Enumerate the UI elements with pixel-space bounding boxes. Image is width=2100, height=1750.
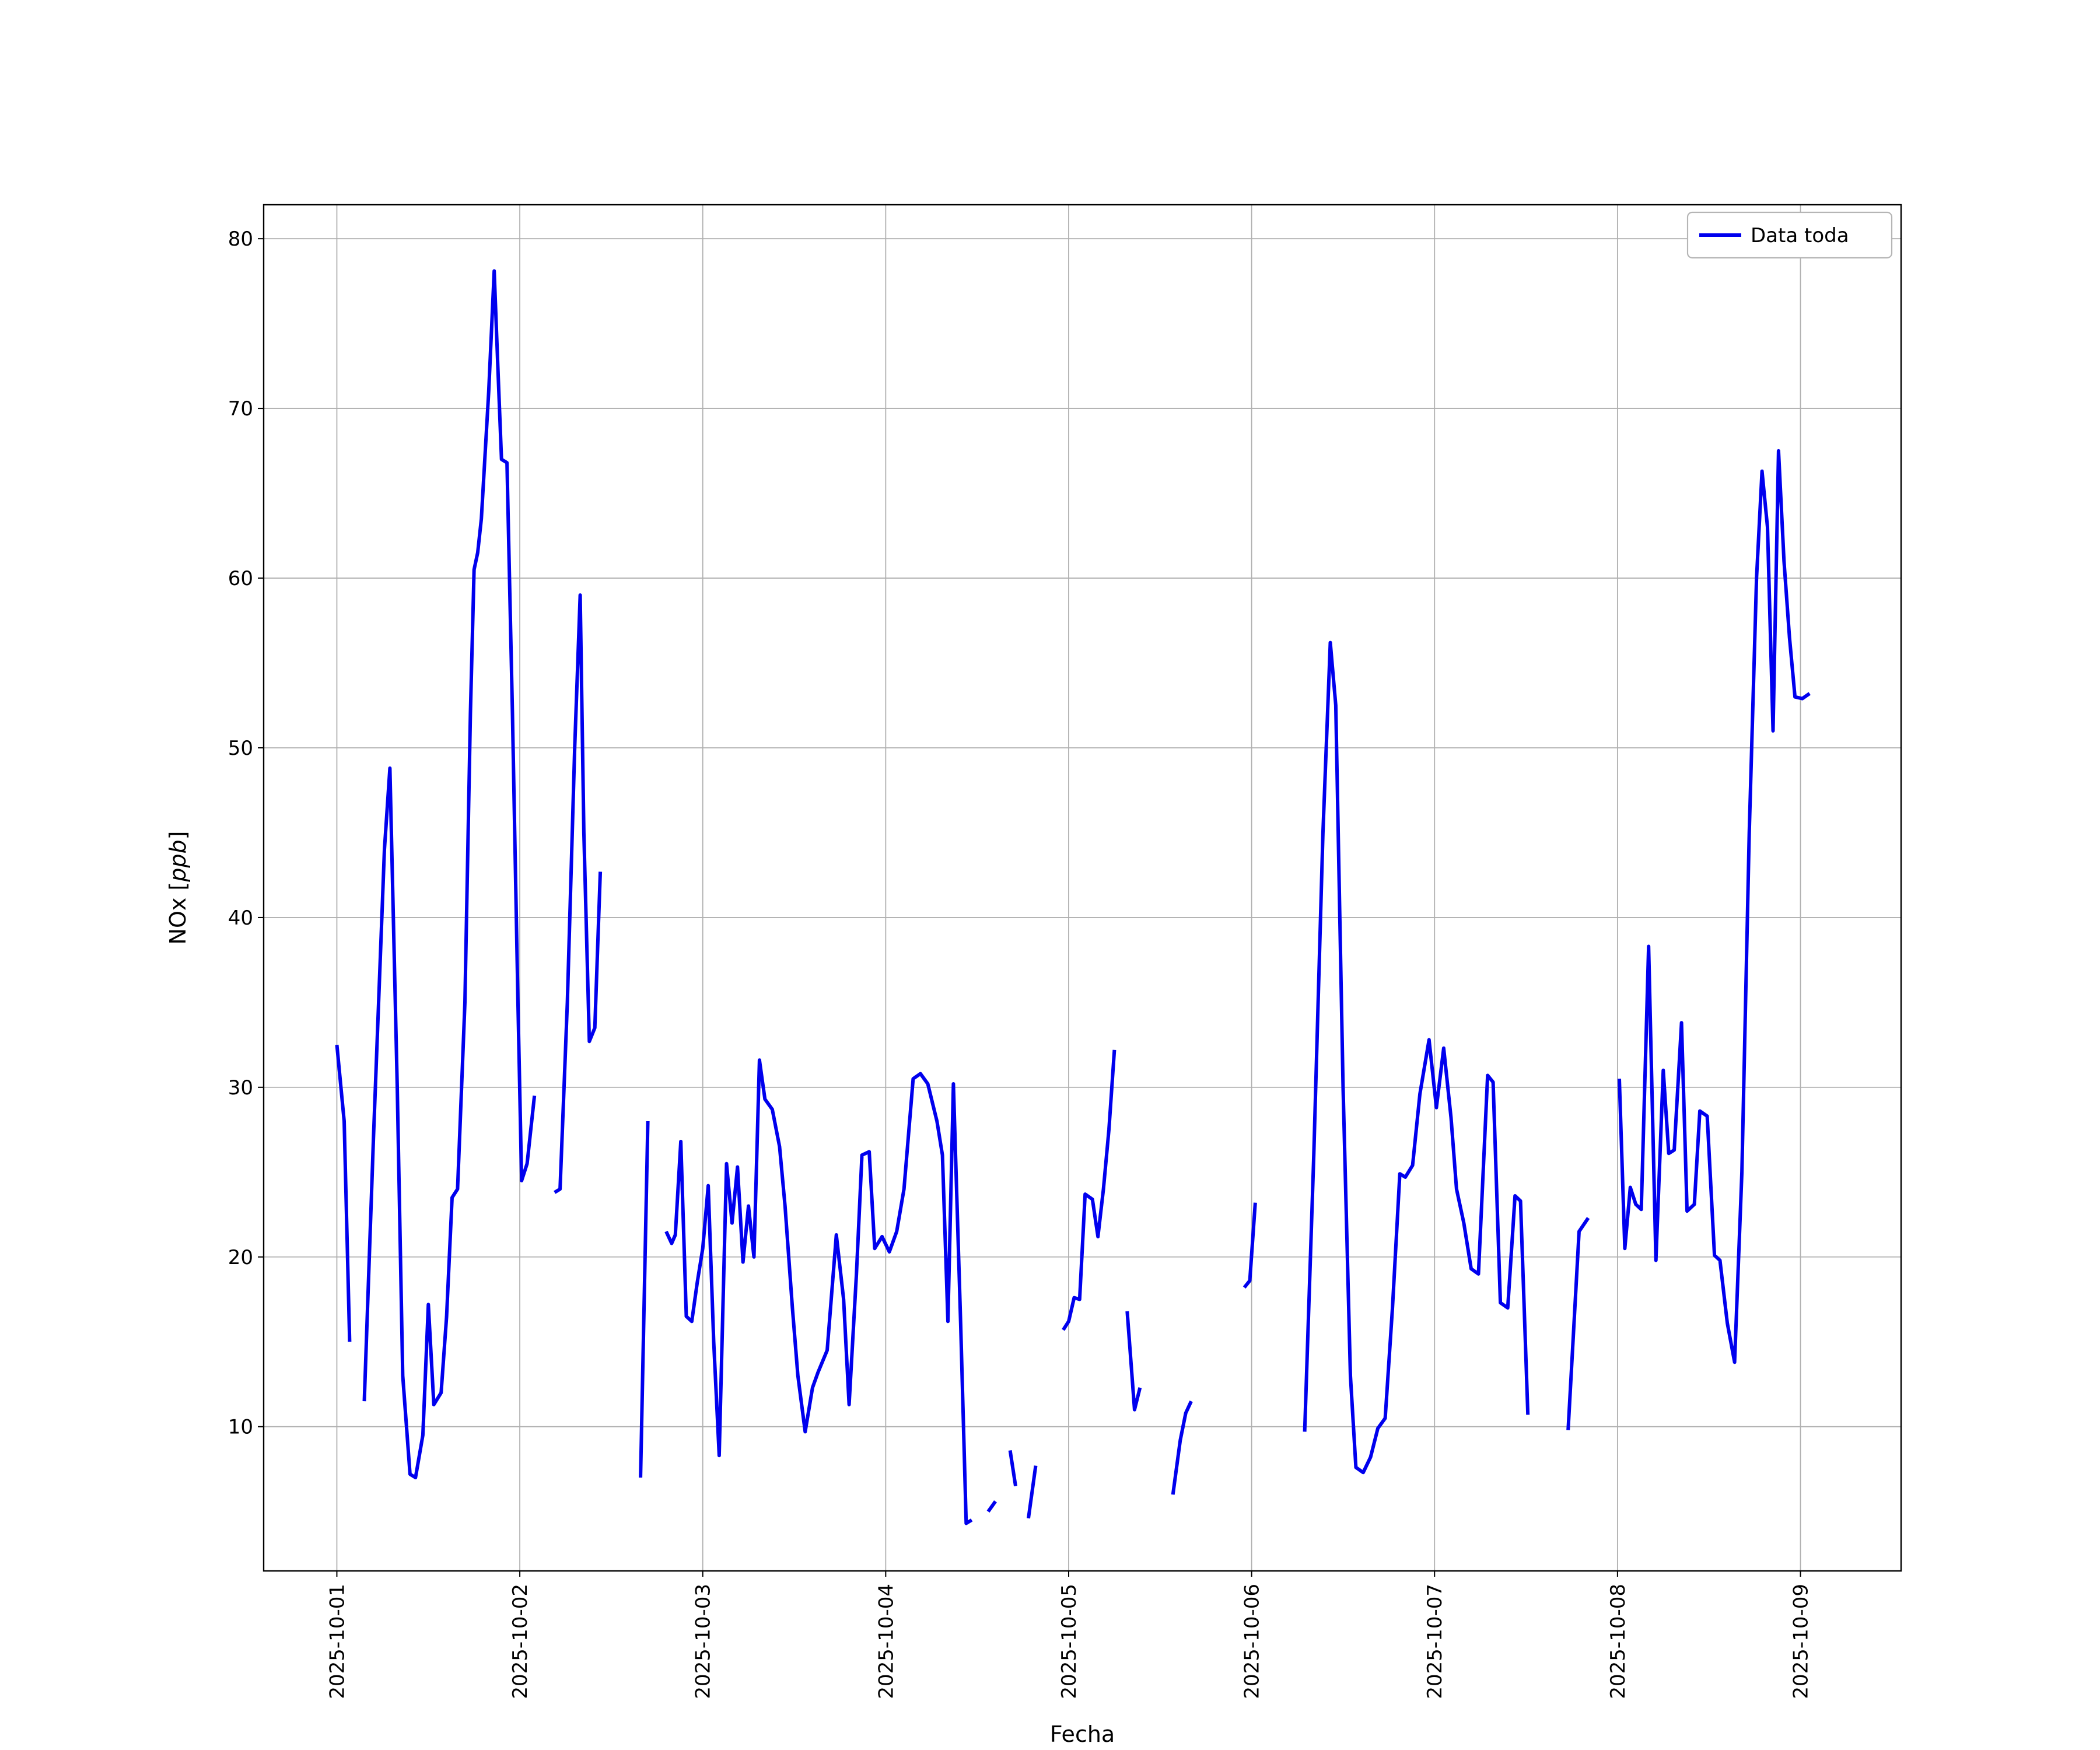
x-tick-label: 2025-10-01 <box>326 1584 349 1699</box>
y-tick-label: 20 <box>228 1246 253 1269</box>
axes-border <box>262 204 1902 1572</box>
x-tick-label: 2025-10-05 <box>1058 1584 1081 1699</box>
y-axis-label: NOx [ppb] <box>165 831 191 945</box>
x-axis-label: Fecha <box>1050 1721 1115 1747</box>
legend-label: Data toda <box>1751 224 1849 247</box>
grid <box>264 205 1901 1571</box>
x-tick-label: 2025-10-06 <box>1241 1584 1264 1699</box>
x-tick-label: 2025-10-08 <box>1606 1584 1630 1699</box>
y-tick-label: 50 <box>228 737 253 760</box>
y-tick-label: 10 <box>228 1416 253 1439</box>
y-tick-label: 60 <box>228 567 253 590</box>
axes-background <box>264 205 1901 1571</box>
y-tick-label: 30 <box>228 1076 253 1100</box>
x-tick-label: 2025-10-02 <box>509 1584 532 1699</box>
x-tick-label: 2025-10-03 <box>692 1584 715 1699</box>
data-series-line <box>335 269 1811 1525</box>
x-tick-label: 2025-10-04 <box>874 1584 898 1699</box>
x-tick-label: 2025-10-09 <box>1790 1584 1813 1699</box>
y-tick-label: 40 <box>228 907 253 930</box>
y-tick-label: 80 <box>228 228 253 251</box>
y-tick-label: 70 <box>228 397 253 421</box>
legend-box <box>1686 211 1893 259</box>
x-tick-label: 2025-10-07 <box>1423 1584 1447 1699</box>
ticks <box>258 238 1801 1577</box>
legend: Data toda <box>1686 211 1893 259</box>
